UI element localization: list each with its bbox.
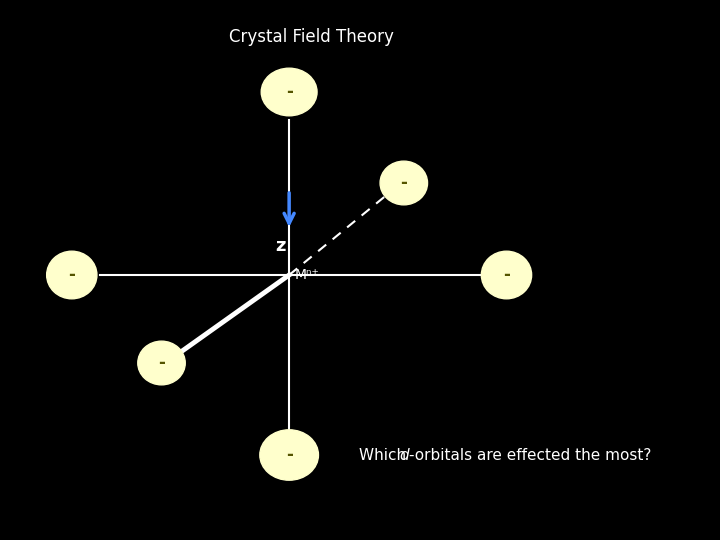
Text: -orbitals are effected the most?: -orbitals are effected the most? [409, 448, 651, 462]
Text: -: - [503, 266, 510, 284]
Text: Mⁿ⁺: Mⁿ⁺ [294, 268, 319, 282]
Text: z: z [275, 237, 286, 255]
Text: -: - [68, 266, 75, 284]
Text: Which: Which [359, 448, 411, 462]
Text: x: x [500, 279, 510, 297]
Text: y: y [404, 160, 414, 178]
Text: d: d [399, 448, 408, 462]
Ellipse shape [482, 251, 531, 299]
Ellipse shape [260, 430, 318, 480]
Text: -: - [158, 354, 165, 372]
Ellipse shape [47, 251, 97, 299]
Ellipse shape [380, 161, 428, 205]
Ellipse shape [261, 68, 317, 116]
Text: Crystal Field Theory: Crystal Field Theory [230, 28, 394, 46]
Ellipse shape [138, 341, 185, 385]
Text: -: - [286, 83, 292, 101]
Text: -: - [400, 174, 408, 192]
Text: -: - [286, 446, 292, 464]
